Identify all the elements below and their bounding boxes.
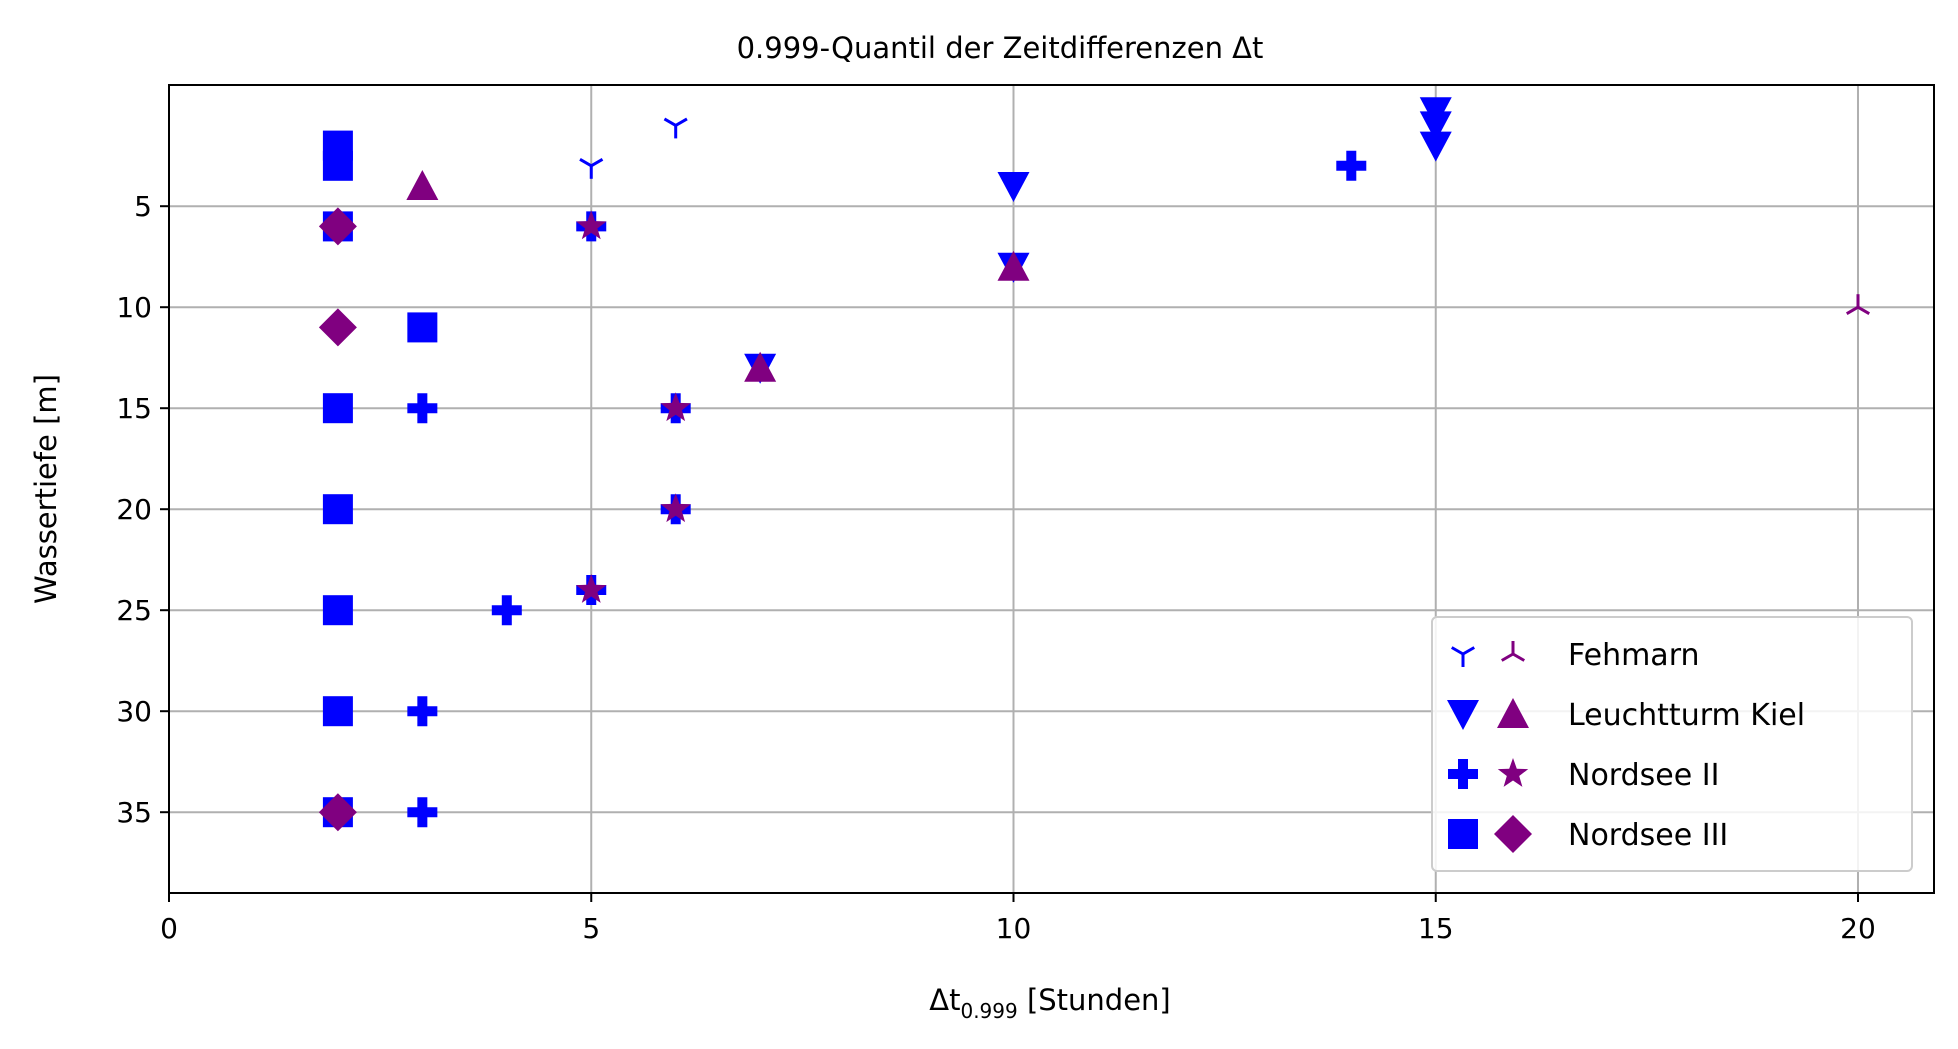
data-point-square [322,494,353,525]
y-axis-title: Wassertiefe [m] [29,374,63,604]
data-point-tri-down [663,117,688,139]
y-tick-label: 20 [116,493,152,526]
data-point-plus-filled [491,595,522,626]
data-point-star [576,210,607,240]
legend-entry: Nordsee II [1448,758,1719,793]
x-tick-label: 20 [1840,912,1876,945]
x-axis-title-subscript: 0.999 [960,999,1017,1023]
legend-entry: Leuchtturm Kiel [1447,698,1805,733]
y-tick-label: 30 [116,695,152,728]
x-tick-label: 0 [160,912,178,945]
legend-marker-square [1448,819,1478,849]
y-tick-label: 10 [116,291,152,324]
x-axis-title-main: Δt [929,983,960,1017]
legend-marker-triangle-up [1497,698,1529,728]
data-point-triangle-up [406,170,439,200]
data-point-star [576,574,607,603]
legend-box [1431,616,1913,872]
data-point-plus-filled [407,797,438,828]
data-point-triangle-down [1419,131,1452,162]
y-tick-label: 35 [116,796,152,829]
legend-label: Nordsee III [1568,818,1728,853]
data-point-square [322,595,353,626]
data-point-star [660,493,691,523]
data-point-diamond [318,793,357,832]
legend-marker-diamond [1494,815,1532,853]
legend-label: Fehmarn [1568,638,1700,673]
data-point-tri-up [1845,294,1871,315]
data-point-diamond [318,207,357,246]
legend-marker-star [1497,758,1529,787]
legend-entry: Nordsee III [1448,815,1728,853]
data-point-triangle-down [997,172,1030,202]
legend-label: Nordsee II [1568,758,1719,793]
data-point-diamond [318,308,357,347]
y-tick-label: 5 [134,190,152,223]
x-tick-label: 10 [996,912,1032,945]
x-axis-title-unit: [Stunden] [1018,983,1171,1017]
legend-marker-tri-down [1450,646,1476,667]
y-tick-label: 25 [116,594,152,627]
legend: Fehmarn Leuchtturm Kiel Nordsee II Nordsee … [1431,616,1913,872]
grid [168,85,1934,893]
plot-frame [168,84,1935,894]
data-point-square [322,150,353,181]
legend-marker-triangle-down [1447,700,1479,730]
data-point-square [322,393,353,424]
y-tick-label: 15 [116,392,152,425]
legend-marker-plus-filled [1448,759,1478,789]
legend-entry: Fehmarn [1450,638,1700,673]
data-points [318,97,1871,832]
x-tick-label: 5 [582,912,600,945]
legend-marker-tri-up [1500,641,1526,662]
legend-label: Leuchtturm Kiel [1568,698,1805,733]
data-point-triangle-up [744,351,777,382]
data-point-triangle-up [997,250,1030,281]
data-point-plus-filled [1336,150,1367,181]
data-point-plus-filled [407,696,438,727]
data-point-star [660,392,691,422]
data-point-square [407,312,438,343]
data-point-triangle-down [1419,111,1452,142]
data-point-tri-down [579,158,604,179]
chart-title: 0.999-Quantil der Zeitdifferenzen Δt [737,31,1264,65]
axis-ticks: 0 5 10 15 20 5 10 15 20 25 30 35 [116,190,1875,945]
data-point-plus-filled [407,393,438,424]
x-axis-title: Δt0.999 [Stunden] [929,983,1171,1023]
data-point-square [322,696,353,727]
x-tick-label: 15 [1418,912,1454,945]
